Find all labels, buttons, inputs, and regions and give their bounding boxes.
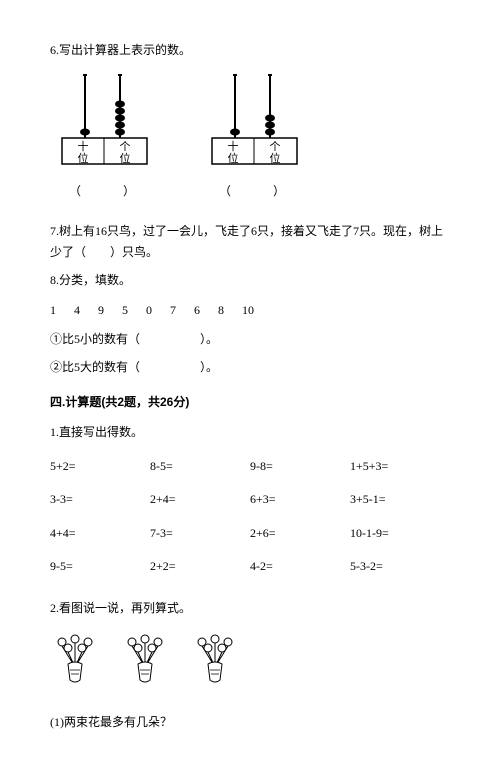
calc-table: 5+2= 8-5= 9-8= 1+5+3= 3-3= 2+4= 6+3= 3+5…: [50, 450, 450, 584]
num: 1: [50, 300, 56, 322]
abacus-2-svg: 十 位 个 位: [200, 70, 310, 170]
calc-cell: 6+3=: [250, 483, 350, 517]
svg-text:个: 个: [120, 140, 131, 153]
section-4-title: 四.计算题(共2题，共26分): [50, 392, 450, 414]
num: 10: [242, 300, 254, 322]
abacus-2-answer: （ ）: [200, 181, 310, 203]
s4-q2-text: 2.看图说一说，再列算式。: [50, 598, 450, 620]
abacus-1-svg: 十 位 个 位: [50, 70, 160, 170]
calc-cell: 8-5=: [150, 450, 250, 484]
calc-cell: 5+2=: [50, 450, 150, 484]
calc-cell: 9-5=: [50, 550, 150, 584]
table-row: 9-5= 2+2= 4-2= 5-3-2=: [50, 550, 450, 584]
question-7: 7.树上有16只鸟，过了一会儿，飞走了6只，接着又飞走了7只。现在，树上少了（ …: [50, 221, 450, 264]
calc-cell: 1+5+3=: [350, 450, 450, 484]
svg-text:位: 位: [270, 151, 281, 165]
q6-text: 6.写出计算器上表示的数。: [50, 43, 191, 57]
table-row: 3-3= 2+4= 6+3= 3+5-1=: [50, 483, 450, 517]
question-8: 8.分类，填数。: [50, 270, 450, 292]
calc-cell: 5-3-2=: [350, 550, 450, 584]
calc-cell: 4+4=: [50, 517, 150, 551]
q8-text: 8.分类，填数。: [50, 273, 131, 287]
num: 0: [146, 300, 152, 322]
calc-cell: 3+5-1=: [350, 483, 450, 517]
abacus-row: 十 位 个 位 （ ） 十 位 个 位 （ ）: [50, 70, 450, 203]
num: 9: [98, 300, 104, 322]
num: 6: [194, 300, 200, 322]
bouquet-icon: [190, 632, 240, 692]
svg-text:位: 位: [228, 151, 239, 165]
s4-q2-sub1: (1)两束花最多有几朵？: [50, 712, 450, 734]
svg-text:位: 位: [120, 151, 131, 165]
abacus-2: 十 位 个 位 （ ）: [200, 70, 310, 203]
q8-sub1: ①比5小的数有（ ）。: [50, 329, 450, 351]
calc-cell: 2+2=: [150, 550, 250, 584]
bouquet-icon: [120, 632, 170, 692]
calc-cell: 7-3=: [150, 517, 250, 551]
num: 7: [170, 300, 176, 322]
bouquet-row: [50, 632, 450, 692]
abacus-1: 十 位 个 位 （ ）: [50, 70, 160, 203]
calc-cell: 4-2=: [250, 550, 350, 584]
table-row: 4+4= 7-3= 2+6= 10-1-9=: [50, 517, 450, 551]
abacus-1-answer: （ ）: [50, 181, 160, 203]
calc-cell: 10-1-9=: [350, 517, 450, 551]
s4-q1-text: 1.直接写出得数。: [50, 422, 450, 444]
question-6: 6.写出计算器上表示的数。: [50, 40, 450, 62]
num: 5: [122, 300, 128, 322]
calc-cell: 2+6=: [250, 517, 350, 551]
svg-text:十: 十: [78, 139, 89, 153]
num: 8: [218, 300, 224, 322]
table-row: 5+2= 8-5= 9-8= 1+5+3=: [50, 450, 450, 484]
svg-text:个: 个: [270, 140, 281, 153]
q7-text: 7.树上有16只鸟，过了一会儿，飞走了6只，接着又飞走了7只。现在，树上少了（ …: [50, 224, 443, 260]
q8-numbers: 1 4 9 5 0 7 6 8 10: [50, 300, 450, 322]
calc-cell: 3-3=: [50, 483, 150, 517]
num: 4: [74, 300, 80, 322]
svg-text:位: 位: [78, 151, 89, 165]
calc-cell: 2+4=: [150, 483, 250, 517]
q8-sub2: ②比5大的数有（ ）。: [50, 357, 450, 379]
calc-cell: 9-8=: [250, 450, 350, 484]
bouquet-icon: [50, 632, 100, 692]
svg-text:十: 十: [228, 139, 239, 153]
